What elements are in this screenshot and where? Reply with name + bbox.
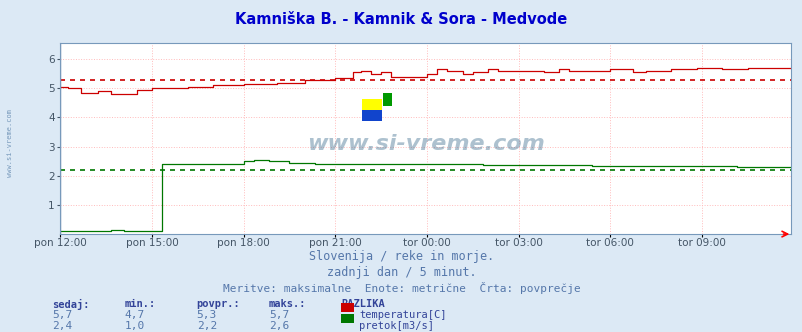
Text: povpr.:: povpr.:: [196, 299, 240, 309]
Text: maks.:: maks.:: [269, 299, 306, 309]
Bar: [362, 99, 382, 122]
Text: temperatura[C]: temperatura[C]: [358, 310, 446, 320]
Text: min.:: min.:: [124, 299, 156, 309]
Text: sedaj:: sedaj:: [52, 299, 90, 310]
Text: 5,3: 5,3: [196, 310, 217, 320]
Bar: [383, 93, 391, 106]
Text: 2,6: 2,6: [269, 321, 289, 331]
Bar: [362, 110, 382, 122]
Text: www.si-vreme.com: www.si-vreme.com: [306, 134, 544, 154]
Text: 5,7: 5,7: [269, 310, 289, 320]
Text: zadnji dan / 5 minut.: zadnji dan / 5 minut.: [326, 266, 476, 279]
Text: RAZLIKA: RAZLIKA: [341, 299, 384, 309]
Text: pretok[m3/s]: pretok[m3/s]: [358, 321, 433, 331]
Text: 2,4: 2,4: [52, 321, 72, 331]
Text: Meritve: maksimalne  Enote: metrične  Črta: povprečje: Meritve: maksimalne Enote: metrične Črta…: [222, 282, 580, 293]
Text: Slovenija / reke in morje.: Slovenija / reke in morje.: [309, 250, 493, 263]
Text: 1,0: 1,0: [124, 321, 144, 331]
Text: Kamniška B. - Kamnik & Sora - Medvode: Kamniška B. - Kamnik & Sora - Medvode: [235, 12, 567, 27]
Text: 5,7: 5,7: [52, 310, 72, 320]
Text: 2,2: 2,2: [196, 321, 217, 331]
Text: www.si-vreme.com: www.si-vreme.com: [6, 109, 13, 177]
Text: 4,7: 4,7: [124, 310, 144, 320]
